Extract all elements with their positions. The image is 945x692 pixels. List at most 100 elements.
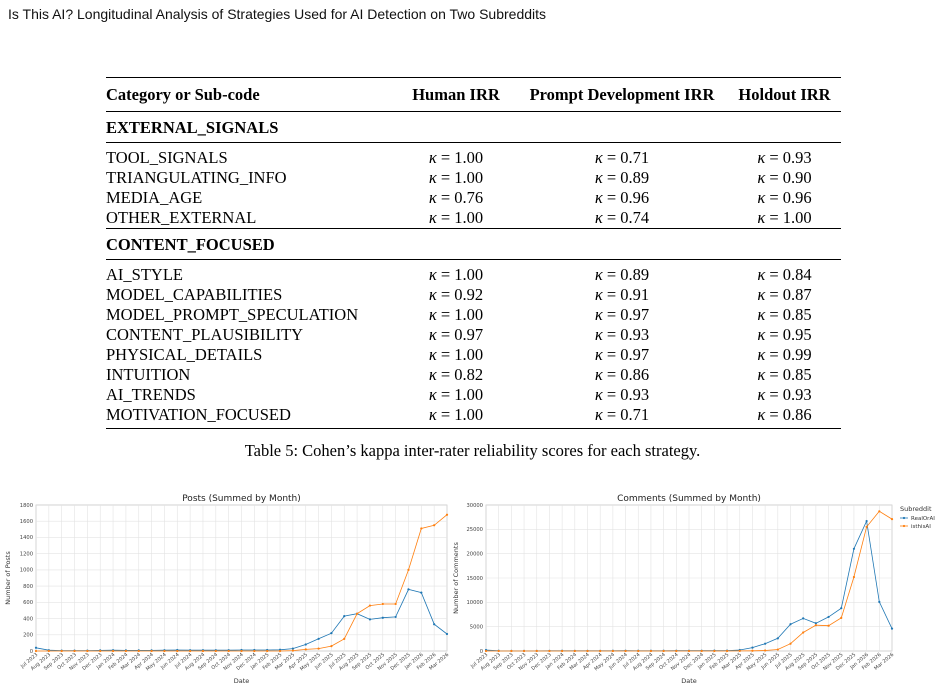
- kappa-cell-holdout: κ = 0.96: [757, 188, 812, 207]
- data-point: [34, 649, 38, 653]
- table-row: AI_TRENDS κ = 1.00 κ = 0.93 κ = 0.93: [106, 385, 841, 405]
- kappa-symbol: κ: [757, 345, 766, 364]
- y-tick-label: 600: [23, 600, 33, 606]
- subcode-label: TOOL_SIGNALS: [106, 148, 228, 167]
- kappa-symbol: κ: [428, 345, 437, 364]
- kappa-symbol: κ: [594, 188, 603, 207]
- data-point: [433, 524, 436, 527]
- kappa-value: 0.85: [782, 365, 812, 384]
- data-point: [713, 649, 716, 653]
- data-point: [343, 615, 346, 618]
- data-point: [291, 649, 294, 652]
- category-row: CONTENT_FOCUSED: [106, 228, 841, 260]
- kappa-value: 0.89: [620, 168, 650, 187]
- kappa-symbol: κ: [428, 405, 437, 424]
- subcode-label: OTHER_EXTERNAL: [106, 208, 257, 227]
- category-row: EXTERNAL_SIGNALS: [106, 111, 841, 143]
- data-point: [124, 649, 128, 653]
- table-row: AI_STYLE κ = 1.00 κ = 0.89 κ = 0.84: [106, 265, 841, 285]
- y-tick-label: 30000: [466, 503, 483, 509]
- kappa-cell-human: κ = 0.76: [428, 188, 484, 207]
- data-point: [827, 615, 830, 619]
- kappa-symbol: κ: [594, 285, 603, 304]
- kappa-cell-human: κ = 1.00: [428, 305, 484, 324]
- data-point: [586, 649, 589, 653]
- data-point: [789, 623, 792, 626]
- kappa-cell-prompt: κ = 0.71: [516, 405, 728, 429]
- data-point: [751, 649, 754, 652]
- subcode-label: MODEL_PROMPT_SPECULATION: [106, 305, 359, 324]
- data-point: [827, 624, 830, 627]
- kappa-value: 0.93: [620, 385, 650, 404]
- kappa-symbol: κ: [594, 365, 603, 384]
- y-tick-label: 1800: [20, 503, 33, 509]
- kappa-value: 1.00: [454, 208, 484, 227]
- data-point: [420, 527, 423, 530]
- data-point: [317, 647, 320, 650]
- data-point: [111, 649, 115, 653]
- table-row: TOOL_SIGNALS κ = 1.00 κ = 0.71 κ = 0.93: [106, 148, 841, 168]
- kappa-value: 0.96: [620, 188, 650, 207]
- category-label: EXTERNAL_SIGNALS: [106, 111, 841, 143]
- header-prompt-irr: Prompt Development IRR: [529, 85, 715, 104]
- kappa-symbol: κ: [428, 385, 437, 404]
- y-tick-label: 5000: [470, 624, 483, 630]
- header-human-irr: Human IRR: [412, 85, 500, 104]
- kappa-value: 0.82: [454, 365, 484, 384]
- y-tick-label: 1600: [20, 519, 33, 525]
- chart-title: Posts (Summed by Month): [182, 494, 301, 504]
- kappa-symbol: κ: [757, 148, 766, 167]
- kappa-cell-prompt: κ = 0.89: [594, 265, 650, 284]
- kappa-cell-prompt: κ = 0.86: [594, 365, 650, 384]
- kappa-value: 0.85: [782, 305, 812, 324]
- kappa-symbol: κ: [757, 385, 766, 404]
- kappa-cell-holdout: κ = 0.84: [757, 265, 812, 284]
- data-point: [878, 510, 881, 513]
- y-tick-label: 0: [480, 649, 483, 655]
- data-point: [445, 513, 449, 516]
- x-axis-label: Date: [681, 677, 697, 685]
- table-row: CONTENT_PLAUSIBILITY κ = 0.97 κ = 0.93 κ = …: [106, 325, 841, 345]
- data-point: [137, 649, 140, 653]
- kappa-cell-holdout: κ = 0.95: [757, 325, 812, 344]
- subcode-label: MODEL_CAPABILITIES: [106, 285, 283, 304]
- kappa-cell-prompt: κ = 0.97: [594, 345, 650, 364]
- subcode-label: TRIANGULATING_INFO: [106, 168, 287, 187]
- kappa-value: 0.97: [454, 325, 484, 344]
- table-row: MODEL_PROMPT_SPECULATION κ = 1.00 κ = 0.97…: [106, 305, 841, 325]
- data-point: [700, 649, 703, 653]
- y-tick-label: 800: [23, 584, 33, 590]
- data-point: [407, 568, 410, 571]
- data-point: [789, 642, 792, 645]
- kappa-cell-human: κ = 1.00: [428, 385, 484, 404]
- kappa-cell-prompt: κ = 0.93: [594, 325, 650, 344]
- table-caption: Table 5: Cohen’s kappa inter-rater relia…: [244, 441, 701, 460]
- table-row: MODEL_CAPABILITIES κ = 0.92 κ = 0.91 κ = 0.…: [106, 285, 841, 305]
- data-point: [317, 637, 320, 640]
- data-point: [662, 649, 665, 653]
- kappa-symbol: κ: [594, 168, 603, 187]
- data-point: [150, 649, 153, 653]
- kappa-cell-prompt: κ = 0.89: [594, 168, 650, 187]
- data-point: [687, 649, 691, 653]
- y-tick-label: 200: [23, 633, 33, 639]
- category-label: CONTENT_FOCUSED: [106, 228, 841, 260]
- kappa-symbol: κ: [757, 265, 766, 284]
- data-point: [840, 616, 843, 620]
- kappa-value: 1.00: [454, 265, 484, 284]
- data-point: [330, 632, 333, 635]
- table-row: TRIANGULATING_INFO κ = 1.00 κ = 0.89 κ = 0.…: [106, 168, 841, 188]
- kappa-value: 0.91: [620, 285, 650, 304]
- data-point: [355, 612, 359, 615]
- kappa-value: 0.92: [454, 285, 484, 304]
- data-point: [852, 547, 856, 550]
- data-point: [368, 604, 372, 607]
- kappa-symbol: κ: [594, 305, 603, 324]
- data-point: [751, 646, 754, 649]
- kappa-cell-human: κ = 0.92: [428, 285, 484, 304]
- data-point: [47, 649, 50, 653]
- kappa-symbol: κ: [428, 265, 437, 284]
- table-row: INTUITION κ = 0.82 κ = 0.86 κ = 0.85: [106, 365, 841, 385]
